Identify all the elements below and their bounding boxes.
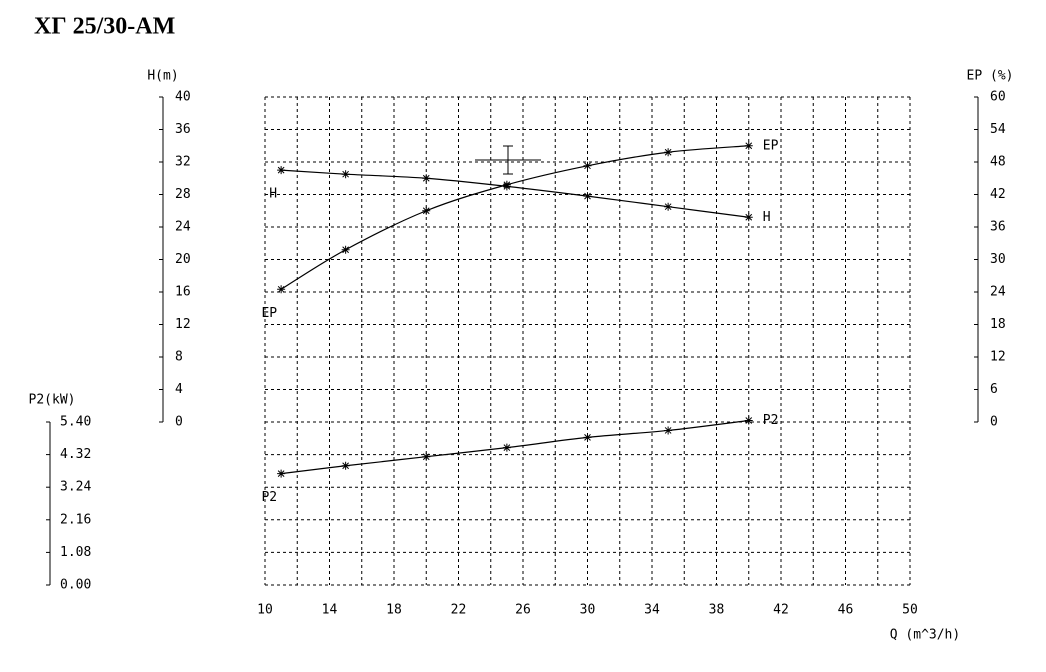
- y-tick-label: 4: [175, 382, 183, 397]
- y2-axis-title: EP (%): [967, 69, 1014, 84]
- y2-tick-label: 54: [990, 122, 1006, 137]
- point-marker: [502, 180, 511, 189]
- curve: [281, 169, 749, 218]
- point-marker: [341, 245, 350, 254]
- y-tick-label: 40: [175, 90, 191, 105]
- y-axis-title: H(m): [147, 69, 178, 84]
- x-tick-label: 42: [773, 603, 789, 618]
- x-tick-label: 50: [902, 603, 918, 618]
- point-marker: [341, 170, 350, 179]
- point-marker: [341, 461, 350, 470]
- curve-label: H: [269, 187, 277, 202]
- y2-tick-label: 0: [990, 415, 998, 430]
- curve-label: EP: [763, 138, 779, 153]
- x-tick-label: 30: [580, 603, 596, 618]
- point-marker: [744, 416, 753, 425]
- duty-point: [475, 145, 541, 175]
- x-tick-label: 22: [451, 603, 467, 618]
- y-tick-label: 24: [175, 220, 191, 235]
- point-marker: [583, 192, 592, 201]
- y2-tick-label: 18: [990, 317, 1006, 332]
- y2-tick-label: 6: [990, 382, 998, 397]
- y3-tick-label: 5.40: [60, 415, 91, 430]
- y2-tick-label: 24: [990, 285, 1006, 300]
- y2-tick-label: 48: [990, 155, 1006, 170]
- y-tick-label: 12: [175, 317, 191, 332]
- y2-tick-label: 42: [990, 187, 1006, 202]
- x-tick-label: 38: [709, 603, 725, 618]
- point-marker: [277, 285, 286, 294]
- y3-tick-label: 4.32: [60, 447, 91, 462]
- point-marker: [422, 174, 431, 183]
- y-tick-label: 32: [175, 155, 191, 170]
- y-tick-label: 8: [175, 350, 183, 365]
- y-tick-label: 16: [175, 285, 191, 300]
- curve-label: EP: [261, 306, 277, 321]
- point-marker: [502, 443, 511, 452]
- y3-axis-title: P2(kW): [29, 393, 76, 408]
- x-tick-label: 26: [515, 603, 531, 618]
- y3-tick-label: 1.08: [60, 545, 91, 560]
- x-axis-title: Q (m^3/h): [890, 628, 960, 643]
- chart-title: ХГ 25/30-АМ: [34, 14, 175, 40]
- y2-tick-label: 30: [990, 252, 1006, 267]
- y3-tick-label: 0.00: [60, 578, 91, 593]
- x-tick-label: 46: [838, 603, 854, 618]
- y-tick-label: 0: [175, 415, 183, 430]
- point-marker: [744, 141, 753, 150]
- curve: [280, 145, 749, 290]
- y2-tick-label: 36: [990, 220, 1006, 235]
- y3-tick-label: 3.24: [60, 480, 91, 495]
- y-tick-label: 36: [175, 122, 191, 137]
- curve-label: P2: [763, 413, 779, 428]
- point-marker: [664, 148, 673, 157]
- point-marker: [744, 213, 753, 222]
- point-marker: [277, 166, 286, 175]
- x-tick-label: 10: [257, 603, 273, 618]
- x-tick-label: 14: [322, 603, 338, 618]
- point-marker: [422, 452, 431, 461]
- point-marker: [664, 426, 673, 435]
- point-marker: [277, 469, 286, 478]
- point-marker: [583, 433, 592, 442]
- y-tick-label: 28: [175, 187, 191, 202]
- x-tick-label: 18: [386, 603, 402, 618]
- point-marker: [583, 161, 592, 170]
- point-marker: [664, 202, 673, 211]
- x-tick-label: 34: [644, 603, 660, 618]
- y2-tick-label: 12: [990, 350, 1006, 365]
- y-tick-label: 20: [175, 252, 191, 267]
- y3-tick-label: 2.16: [60, 512, 91, 527]
- curve-label: P2: [261, 490, 277, 505]
- y2-tick-label: 60: [990, 90, 1006, 105]
- curve: [281, 419, 749, 475]
- point-marker: [422, 206, 431, 215]
- curve-label: H: [763, 210, 771, 225]
